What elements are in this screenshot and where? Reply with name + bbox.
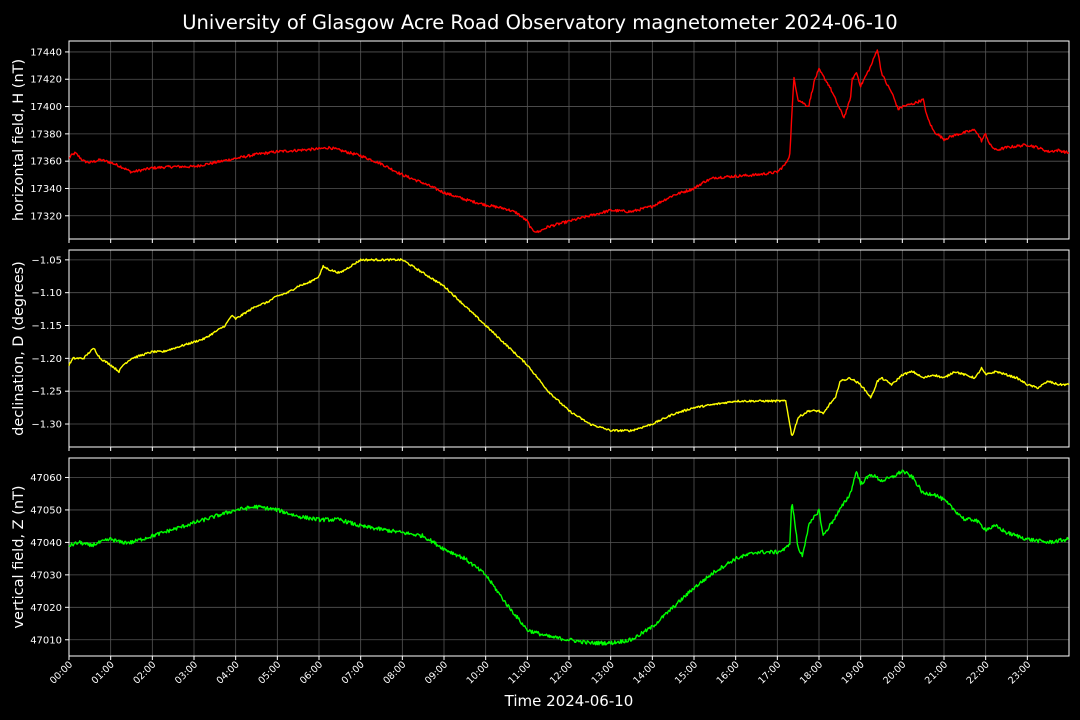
y-tick-label: −1.15 <box>31 321 62 332</box>
x-tick-label: 02:00 <box>131 659 158 686</box>
x-tick-label: 17:00 <box>756 659 783 686</box>
x-tick-label: 07:00 <box>340 659 367 686</box>
series-line-1 <box>68 49 1070 234</box>
y-tick-label: −1.30 <box>31 420 62 431</box>
y-tick-label: 17420 <box>30 75 62 86</box>
x-tick-label: 00:00 <box>48 659 75 686</box>
y-tick-label: 47040 <box>30 538 62 549</box>
chart-title: University of Glasgow Acre Road Observat… <box>182 11 897 34</box>
y-tick-label: 17440 <box>30 47 62 58</box>
y-tick-label: 17340 <box>30 184 62 195</box>
y-tick-label: −1.05 <box>31 255 62 266</box>
y-tick-label: −1.20 <box>31 354 62 365</box>
panel-frame <box>68 457 1070 657</box>
y-tick-label: 47060 <box>30 473 62 484</box>
x-tick-label: 16:00 <box>715 659 742 686</box>
y-tick-label: 47010 <box>30 635 62 646</box>
x-tick-label: 11:00 <box>506 659 533 686</box>
panel-2: −1.30 −1.25 −1.20 −1.15 −1.10 −1.05 declinatio… <box>11 249 1070 451</box>
x-tick-label: 01:00 <box>90 659 117 686</box>
y-tick-label: 17400 <box>30 102 62 113</box>
y-axis-label: horizontal field, H (nT) <box>11 59 27 221</box>
x-tick-label: 19:00 <box>840 659 867 686</box>
y-tick-label: 47050 <box>30 505 62 516</box>
x-tick-label: 12:00 <box>548 659 575 686</box>
y-tick-label: 17320 <box>30 211 62 222</box>
x-tick-label: 04:00 <box>215 659 242 686</box>
y-tick-label: 47020 <box>30 603 62 614</box>
panel-frame <box>68 249 1070 448</box>
y-tick-label: 47030 <box>30 570 62 581</box>
x-tick-label: 10:00 <box>465 659 492 686</box>
x-tick-label: 18:00 <box>798 659 825 686</box>
x-tick-label: 05:00 <box>256 659 283 686</box>
x-tick-label: 08:00 <box>381 659 408 686</box>
x-tick-label: 20:00 <box>881 659 908 686</box>
y-tick-label: 17380 <box>30 129 62 140</box>
panel-frame <box>68 40 1070 240</box>
x-tick-label: 13:00 <box>590 659 617 686</box>
x-axis-label: Time 2024-06-10 <box>504 692 634 710</box>
x-axis-ticks: 00:00 01:00 02:00 03:00 04:00 05:00 06:00 07:00… <box>48 659 1033 686</box>
y-axis-label: declination, D (degrees) <box>11 261 27 436</box>
x-tick-label: 09:00 <box>423 659 450 686</box>
series-line-3 <box>68 469 1070 646</box>
y-tick-label: 17360 <box>30 157 62 168</box>
x-tick-label: 22:00 <box>965 659 992 686</box>
x-tick-label: 06:00 <box>298 659 325 686</box>
x-tick-label: 15:00 <box>673 659 700 686</box>
y-tick-label: −1.25 <box>31 387 62 398</box>
panel-1: 17320 17340 17360 17380 17400 17420 17440horiz… <box>11 40 1070 243</box>
x-tick-label: 23:00 <box>1006 659 1033 686</box>
series-line-2 <box>68 258 1070 436</box>
x-tick-label: 03:00 <box>173 659 200 686</box>
chart-panels: 17320 17340 17360 17380 17400 17420 17440horiz… <box>11 40 1070 660</box>
x-tick-label: 21:00 <box>923 659 950 686</box>
x-tick-label: 14:00 <box>631 659 658 686</box>
y-axis-label: vertical field, Z (nT) <box>11 485 27 628</box>
y-tick-label: −1.10 <box>31 288 62 299</box>
